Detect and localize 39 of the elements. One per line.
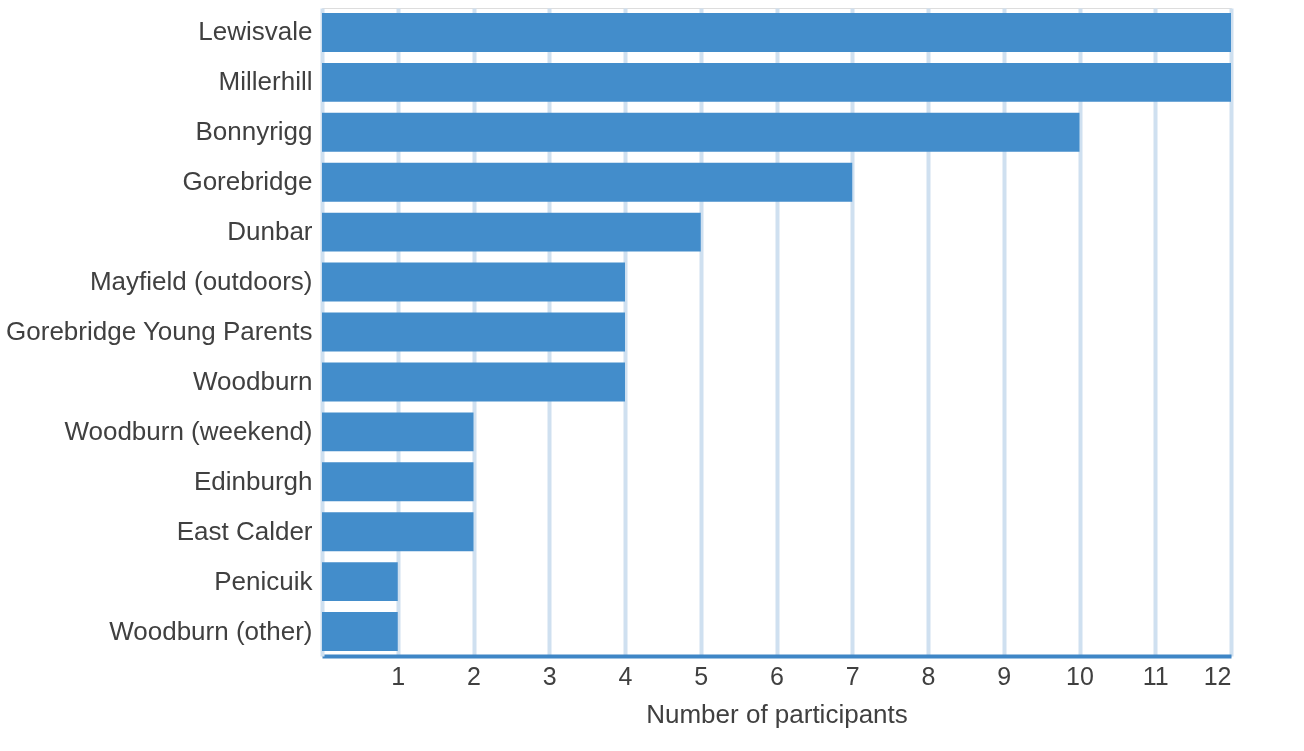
bar: [322, 12, 1231, 52]
y-tick-label: Woodburn: [193, 365, 313, 396]
bar: [322, 562, 398, 602]
y-tick-label: Woodburn (other): [109, 615, 313, 646]
x-tick-label: 2: [467, 661, 481, 690]
bar: [322, 212, 701, 252]
bar: [322, 162, 853, 202]
y-tick-label: Mayfield (outdoors): [89, 266, 313, 297]
y-tick-label: Gorebridge: [182, 166, 313, 197]
x-tick-label: 6: [770, 661, 784, 690]
bar: [322, 262, 625, 302]
y-tick-label: Gorebridge Young Parents: [6, 316, 313, 346]
y-tick-label: East Calder: [176, 515, 313, 546]
bar: [322, 312, 625, 352]
bar: [322, 362, 625, 402]
x-tick-label: 1: [391, 661, 406, 690]
bar: [322, 412, 474, 452]
x-axis-title: Number of participants: [646, 698, 908, 729]
x-tick-label: 9: [997, 661, 1012, 690]
y-tick-label: Dunbar: [227, 216, 313, 247]
y-tick-label: Woodburn (weekend): [64, 415, 313, 446]
x-tick-label: 10: [1066, 661, 1094, 690]
y-tick-label: Edinburgh: [193, 465, 313, 496]
bar: [322, 462, 474, 502]
bar: [322, 612, 398, 652]
y-tick-label: Bonnyrigg: [195, 116, 313, 147]
x-tick-label: 4: [618, 661, 633, 690]
x-tick-label: 7: [845, 661, 860, 690]
y-tick-label: Penicuik: [214, 565, 314, 596]
x-tick-label: 11: [1142, 661, 1169, 690]
bar: [322, 512, 474, 552]
x-tick-label: 5: [694, 661, 709, 690]
x-tick-label: 8: [921, 661, 936, 690]
bar: [322, 62, 1231, 102]
x-tick-label: 12: [1203, 661, 1232, 690]
y-tick-label: Millerhill: [218, 66, 313, 97]
y-tick-label: Lewisvale: [198, 16, 313, 47]
bar: [322, 112, 1080, 152]
x-tick-label: 3: [542, 661, 557, 690]
